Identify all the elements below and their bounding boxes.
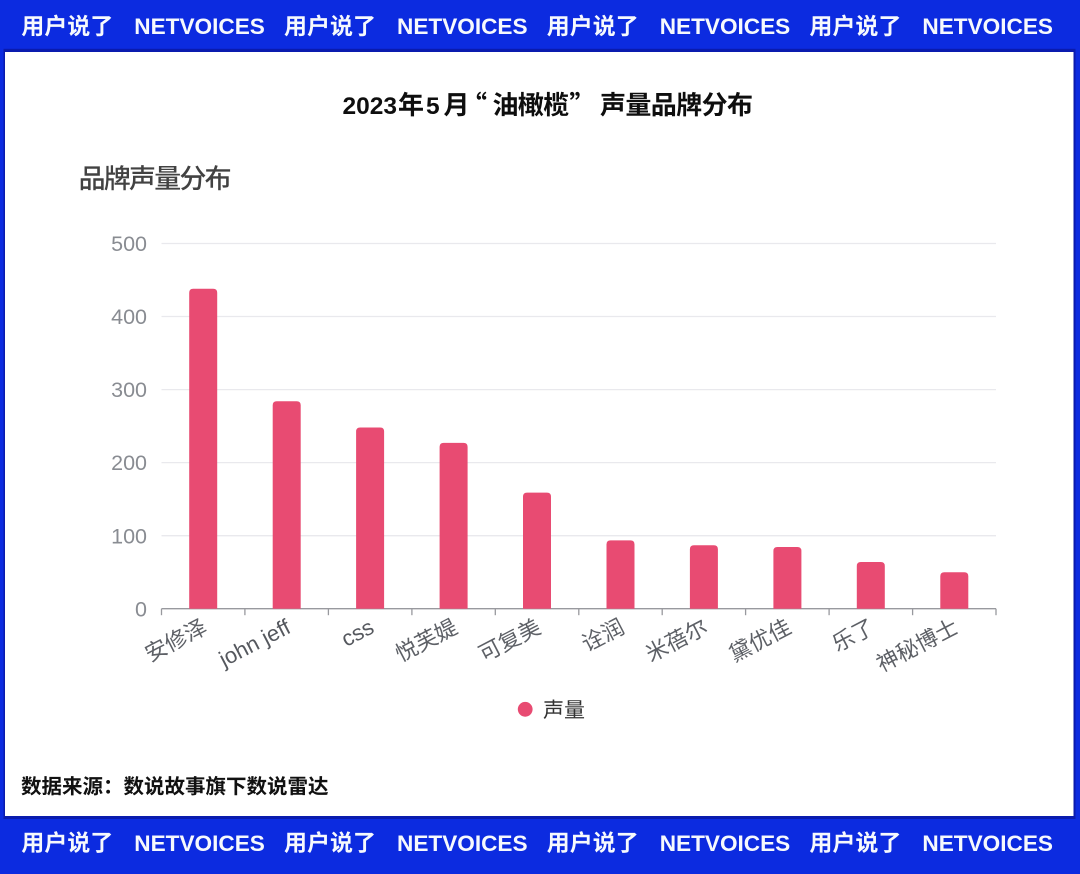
- svg-text:NETVOICES: NETVOICES: [397, 14, 528, 39]
- svg-text:NETVOICES: NETVOICES: [134, 831, 265, 856]
- svg-text:NETVOICES: NETVOICES: [922, 14, 1053, 39]
- svg-text:NETVOICES: NETVOICES: [397, 831, 528, 856]
- svg-text:500: 500: [111, 232, 147, 256]
- svg-text:300: 300: [111, 378, 147, 402]
- svg-text:400: 400: [111, 305, 147, 329]
- svg-text:NETVOICES: NETVOICES: [134, 14, 265, 39]
- svg-text:NETVOICES: NETVOICES: [660, 14, 791, 39]
- svg-text:NETVOICES: NETVOICES: [922, 831, 1053, 856]
- svg-text:2023: 2023: [343, 93, 398, 120]
- svg-text:100: 100: [111, 524, 147, 548]
- svg-text:5: 5: [426, 93, 440, 120]
- svg-text:NETVOICES: NETVOICES: [660, 831, 791, 856]
- svg-text:200: 200: [111, 451, 147, 475]
- svg-text:0: 0: [135, 597, 147, 621]
